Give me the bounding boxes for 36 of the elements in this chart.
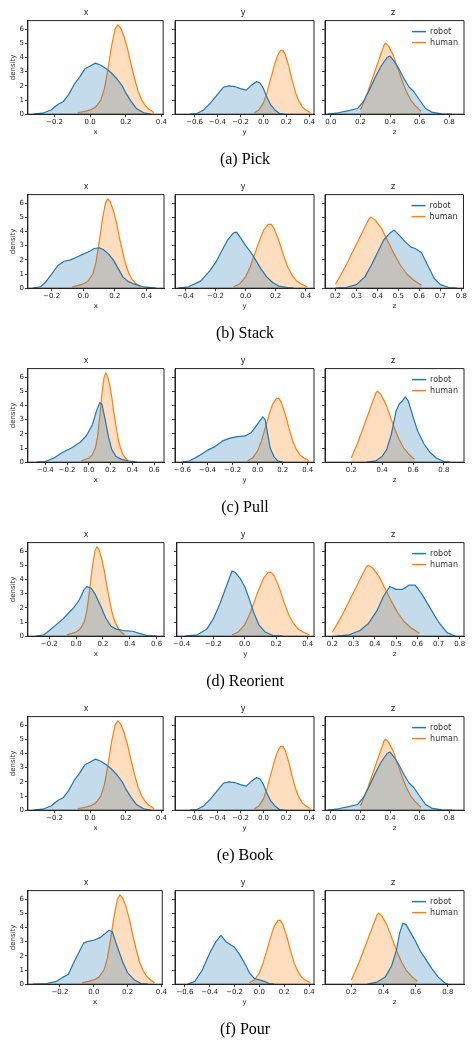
chart-title: x — [83, 877, 89, 887]
legend-label: human — [430, 37, 458, 47]
text: (d) Reorient — [206, 672, 284, 690]
legend-label: human — [429, 211, 458, 221]
chart-title: y — [240, 703, 246, 713]
legend-label: robot — [430, 374, 452, 384]
chart-title: y — [240, 529, 246, 539]
legend-label: robot — [429, 200, 451, 210]
text: (e) Book — [216, 846, 274, 864]
chart-title: x — [83, 529, 89, 539]
chart-title: z — [390, 7, 396, 17]
legend-label: robot — [430, 722, 452, 732]
chart-title: x — [83, 355, 89, 365]
legend-label: robot — [430, 548, 452, 558]
chart-title: z — [390, 877, 396, 887]
text: (b) Stack — [215, 324, 275, 342]
text: (f) Pour — [219, 1020, 271, 1038]
chart-title: z — [390, 355, 396, 365]
chart-title: x — [83, 703, 89, 713]
legend-label: robot — [430, 896, 452, 906]
chart-title: z — [390, 181, 396, 191]
legend-label: human — [430, 733, 458, 743]
chart-title: z — [390, 703, 396, 713]
text: (a) Pick — [219, 150, 271, 168]
chart-title: y — [240, 877, 246, 887]
text: (c) Pull — [221, 498, 269, 516]
legend-label: human — [430, 385, 458, 395]
chart-title: y — [240, 355, 246, 365]
chart-title: x — [83, 181, 89, 191]
chart-title: x — [83, 7, 89, 17]
chart-title: z — [390, 529, 396, 539]
chart-title: y — [240, 181, 246, 191]
legend-label: human — [430, 907, 458, 917]
chart-title: y — [240, 7, 246, 17]
legend-label: human — [430, 559, 458, 569]
legend-label: robot — [430, 26, 452, 36]
